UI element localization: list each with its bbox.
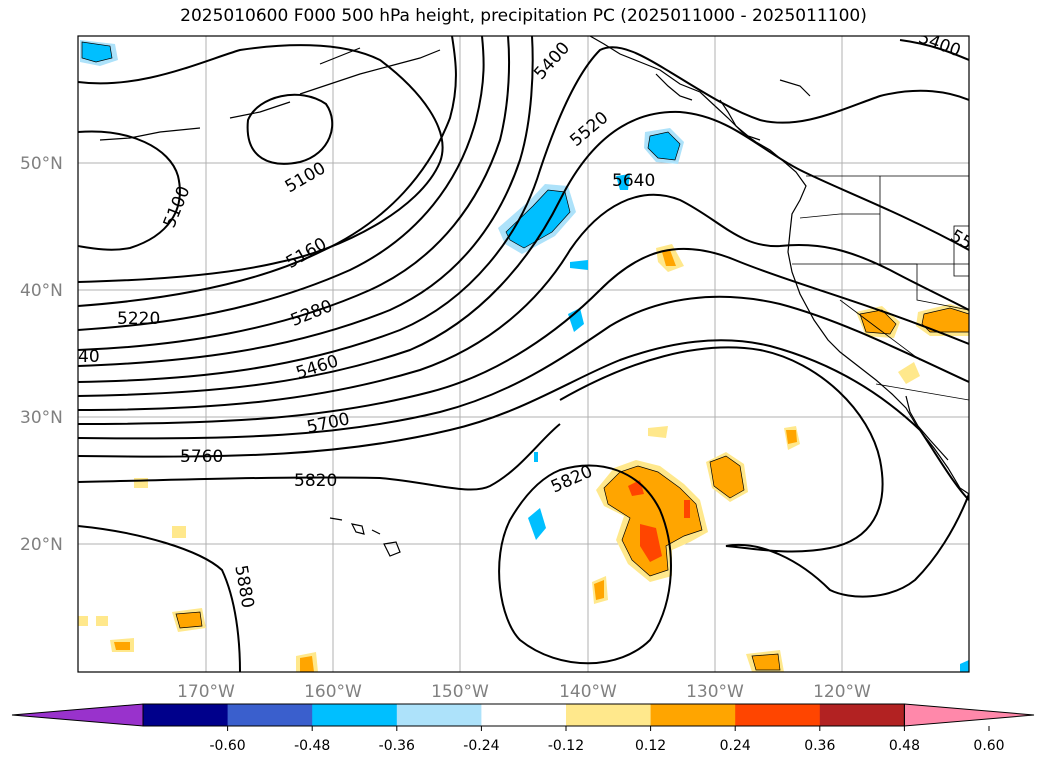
colorbar-segment: [143, 704, 229, 726]
map-panel: [78, 36, 969, 672]
lat-label: 20°N: [20, 535, 63, 555]
political-borders: [792, 175, 969, 401]
colorbar-segment: [819, 704, 905, 726]
colorbar-tick-label: 0.48: [889, 738, 920, 754]
lon-label: 140°W: [559, 682, 617, 702]
lat-label: 50°N: [20, 154, 63, 174]
lon-label: 150°W: [431, 682, 489, 702]
lat-label: 40°N: [20, 281, 63, 301]
colorbar-outline: [142, 703, 905, 727]
map-title: 2025010600 F000 500 hPa height, precipit…: [180, 6, 867, 26]
colorbar-tick-label: -0.24: [463, 738, 499, 754]
colorbar-tick-label: -0.48: [294, 738, 330, 754]
precip-shading: [78, 40, 969, 672]
lon-label: 170°W: [177, 682, 235, 702]
colorbar: -0.60 -0.48 -0.36 -0.24 -0.12 0.12 0.24 0.36 0.4…: [11, 703, 1035, 754]
colorbar-segment: [735, 704, 821, 726]
colorbar-segment: [566, 704, 652, 726]
lat-label: 30°N: [20, 408, 63, 428]
colorbar-tick-label: 0.24: [720, 738, 751, 754]
colorbar-extend-high: [903, 703, 1035, 727]
contour-label: 5640: [612, 171, 655, 191]
contour-label: 5220: [117, 309, 160, 329]
colorbar-segment: [227, 704, 313, 726]
contour-label: 5760: [180, 447, 223, 467]
latitude-labels: 50°N 40°N 30°N 20°N: [20, 154, 63, 555]
lon-label: 130°W: [686, 682, 744, 702]
contour-label: 5820: [294, 471, 337, 491]
longitude-labels: 170°W 160°W 150°W 140°W 130°W 120°W: [177, 682, 871, 702]
colorbar-tick-label: -0.12: [548, 738, 584, 754]
colorbar-tick-label: -0.36: [379, 738, 415, 754]
colorbar-segment: [312, 704, 398, 726]
colorbar-tick-label: -0.60: [209, 738, 245, 754]
colorbar-tick-label: 0.12: [635, 738, 666, 754]
height-contours: [78, 36, 969, 672]
precip-outlines: [81, 41, 969, 671]
colorbar-tick-label: 0.60: [973, 738, 1004, 754]
colorbar-tick-label: 0.36: [804, 738, 835, 754]
colorbar-segment: [396, 704, 482, 726]
lon-label: 120°W: [813, 682, 871, 702]
colorbar-segment: [481, 704, 567, 726]
colorbar-extend-low: [11, 703, 144, 727]
colorbar-segment: [650, 704, 736, 726]
map-frame: [77, 35, 970, 673]
lon-label: 160°W: [304, 682, 362, 702]
contour-label: 40: [78, 347, 100, 367]
